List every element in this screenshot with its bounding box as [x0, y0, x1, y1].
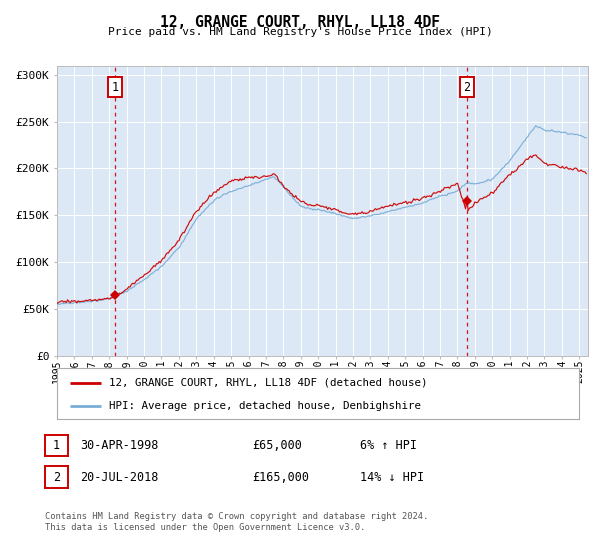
Text: 6% ↑ HPI: 6% ↑ HPI [360, 438, 417, 452]
Text: Contains HM Land Registry data © Crown copyright and database right 2024.
This d: Contains HM Land Registry data © Crown c… [45, 512, 428, 532]
Text: 20-JUL-2018: 20-JUL-2018 [80, 470, 158, 484]
Text: 2: 2 [463, 81, 470, 94]
Text: HPI: Average price, detached house, Denbighshire: HPI: Average price, detached house, Denb… [109, 402, 421, 411]
Text: Price paid vs. HM Land Registry's House Price Index (HPI): Price paid vs. HM Land Registry's House … [107, 27, 493, 38]
Text: 1: 1 [112, 81, 119, 94]
Text: 12, GRANGE COURT, RHYL, LL18 4DF (detached house): 12, GRANGE COURT, RHYL, LL18 4DF (detach… [109, 377, 428, 388]
Text: 14% ↓ HPI: 14% ↓ HPI [360, 470, 424, 484]
Text: 12, GRANGE COURT, RHYL, LL18 4DF: 12, GRANGE COURT, RHYL, LL18 4DF [160, 15, 440, 30]
Text: 2: 2 [53, 470, 60, 484]
Text: £165,000: £165,000 [252, 470, 309, 484]
Text: 1: 1 [53, 438, 60, 452]
Text: 30-APR-1998: 30-APR-1998 [80, 438, 158, 452]
Text: £65,000: £65,000 [252, 438, 302, 452]
